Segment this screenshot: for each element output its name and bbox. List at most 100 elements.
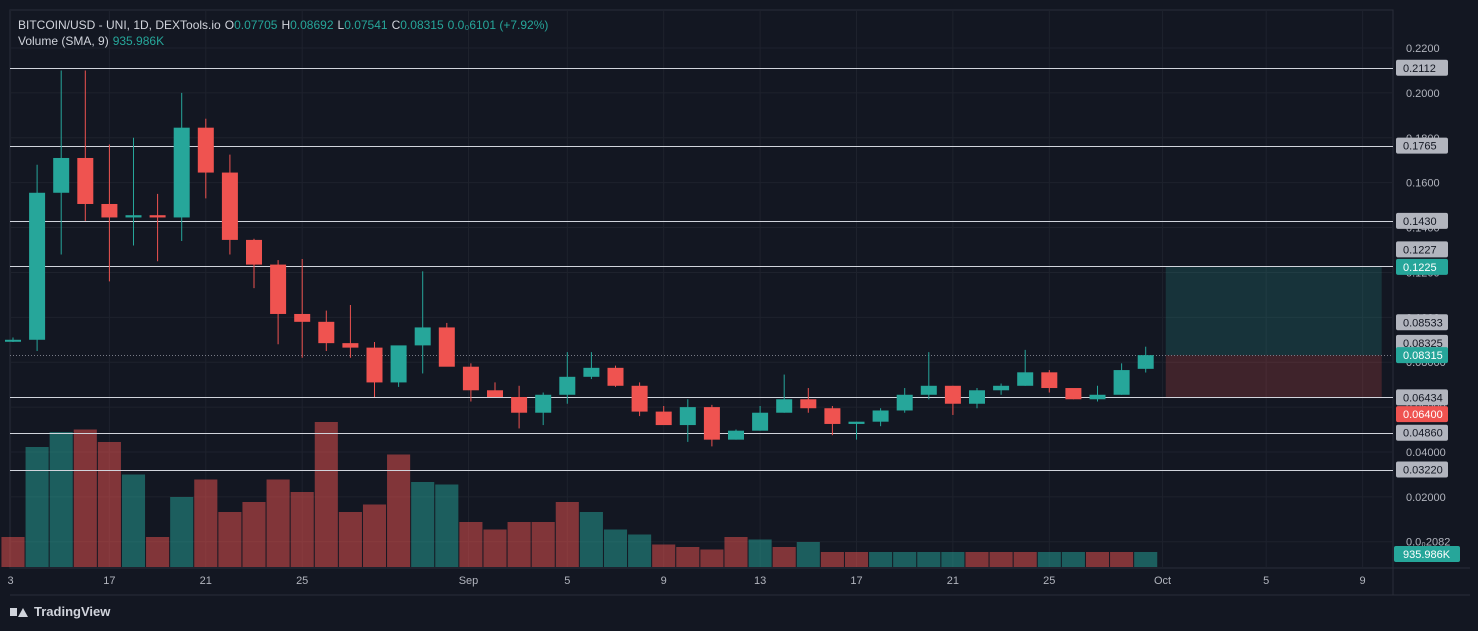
candle-body <box>824 408 841 424</box>
volume-label[interactable]: Volume (SMA, 9) <box>18 34 109 48</box>
candle-body <box>149 215 166 218</box>
candle-body <box>535 394 552 413</box>
price-axis-label-box <box>1396 406 1448 423</box>
volume-bar <box>893 552 917 567</box>
candle-body <box>197 127 214 173</box>
candle-body <box>728 430 744 440</box>
x-tick-label: 13 <box>754 575 766 587</box>
x-tick-label: 5 <box>1263 575 1269 587</box>
candle-body <box>655 411 672 426</box>
x-tick-label: 17 <box>850 575 862 587</box>
candle-body <box>848 421 865 424</box>
open-value: 0.07705 <box>234 18 278 32</box>
price-axis-label: 0.08315 <box>1403 350 1443 362</box>
volume-bar <box>1134 552 1158 567</box>
candle-body <box>559 376 576 395</box>
y-tick-label: 0.02000 <box>1406 492 1446 504</box>
volume-bar <box>49 432 73 567</box>
candle-body <box>342 343 359 348</box>
x-tick-label: 9 <box>661 575 667 587</box>
price-axis-label-box <box>1396 424 1448 441</box>
candle-body <box>390 345 407 383</box>
price-axis-label: 0.08325 <box>1403 338 1443 350</box>
volume-bar <box>724 537 748 567</box>
x-tick-label: Sep <box>459 575 479 587</box>
position-stop-zone <box>1165 355 1382 399</box>
price-axis-label: 0.1227 <box>1403 244 1437 256</box>
volume-bar <box>579 512 603 567</box>
candle-body <box>679 407 696 426</box>
tradingview-logo-icon <box>10 606 28 618</box>
volume-bar <box>941 552 965 567</box>
x-tick-label: 17 <box>103 575 115 587</box>
candle-body <box>5 339 21 342</box>
volume-bar <box>820 552 844 567</box>
candle-body <box>29 192 46 340</box>
candle-body <box>246 239 262 265</box>
candle-body <box>752 412 769 431</box>
low-value: 0.07541 <box>344 18 388 32</box>
close-value: 0.08315 <box>400 18 444 32</box>
high-value: 0.08692 <box>290 18 334 32</box>
price-axis-label-box <box>1396 241 1448 258</box>
candle-body <box>101 203 118 218</box>
position-target-zone <box>1165 266 1382 356</box>
volume-bar <box>121 474 146 567</box>
price-axis-label-box <box>1396 59 1448 76</box>
high-label: H <box>281 18 291 32</box>
price-axis-label-box <box>1396 461 1448 478</box>
candle-body <box>1137 355 1154 369</box>
candle-body <box>703 407 720 440</box>
volume-bar <box>411 482 435 567</box>
volume-bar <box>1110 552 1134 567</box>
volume-bar <box>676 547 700 567</box>
x-tick-label: 25 <box>1043 575 1055 587</box>
tradingview-footer[interactable]: TradingView <box>10 604 110 619</box>
price-axis-label-box <box>1396 314 1448 331</box>
candle-body <box>173 127 190 218</box>
symbol-label[interactable]: BITCOIN/USD - UNI, 1D, DEXTools.io <box>18 18 221 32</box>
volume-bar <box>387 454 411 567</box>
volume-axis-label-box <box>1394 546 1460 562</box>
candle-body <box>414 327 431 346</box>
volume-bar <box>25 447 49 567</box>
volume-bar <box>796 542 820 567</box>
volume-bar <box>989 552 1013 567</box>
volume-axis-label: 935.986K <box>1403 549 1451 561</box>
chart-legend: BITCOIN/USD - UNI, 1D, DEXTools.io O 0.07… <box>18 17 548 49</box>
volume-bar <box>459 522 483 567</box>
candle-body <box>944 385 961 404</box>
volume-bar <box>1085 552 1110 567</box>
candle-body <box>1017 372 1034 386</box>
x-tick-label: 3 <box>8 575 14 587</box>
candle-body <box>1065 388 1082 400</box>
candle-body <box>607 367 624 386</box>
volume-bar <box>146 537 170 567</box>
volume-value: 935.986K <box>112 34 165 48</box>
y-tick-label: 0.0₀2082 <box>1406 537 1450 549</box>
y-tick-label: 0.1600 <box>1406 178 1440 190</box>
volume-bar <box>652 544 676 567</box>
volume-bar <box>700 549 724 567</box>
volume-bar <box>1061 552 1085 567</box>
ohlc-row: BITCOIN/USD - UNI, 1D, DEXTools.io O 0.07… <box>18 17 548 33</box>
candle-body <box>77 157 94 204</box>
y-tick-label: 0.2000 <box>1406 88 1440 100</box>
price-axis-label-box <box>1396 137 1448 154</box>
x-tick-label: 21 <box>947 575 959 587</box>
volume-bar <box>218 512 242 567</box>
low-label: L <box>337 18 345 32</box>
volume-bar <box>1 537 25 567</box>
y-tick-label: 0.2200 <box>1406 43 1440 55</box>
volume-bar <box>628 534 652 567</box>
volume-bar <box>483 529 507 567</box>
change-value: 0.0₀6101 (+7.92%) <box>447 18 549 32</box>
candle-body <box>511 397 528 413</box>
candle-body <box>872 410 889 422</box>
volume-bar <box>507 522 531 567</box>
price-axis-label: 0.06400 <box>1403 409 1443 421</box>
candle-body <box>1089 394 1106 400</box>
volume-bar <box>290 492 314 567</box>
